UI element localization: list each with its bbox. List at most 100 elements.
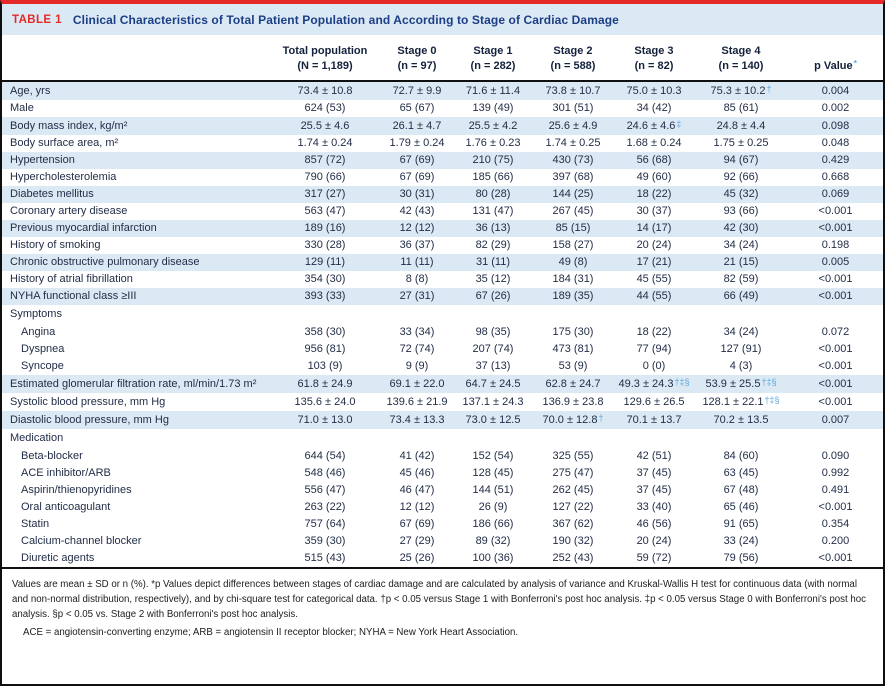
data-cell: 556 (47) — [304, 484, 346, 497]
data-cell: 62.8 ± 24.7 — [545, 377, 601, 390]
data-cell: 79 (56) — [723, 552, 759, 565]
column-header-n: (n = 588) — [550, 60, 596, 73]
data-cell — [614, 429, 694, 448]
data-cell: 0.992 — [821, 467, 850, 480]
data-cell: 0.072 — [821, 326, 850, 339]
data-cell: 624 (53) — [304, 102, 346, 115]
data-cell: 37 (45) — [636, 484, 672, 497]
data-cell: 67 (69) — [399, 171, 435, 184]
data-cell: 42 (43) — [399, 205, 435, 218]
data-cell: 34 (24) — [723, 239, 759, 252]
data-cell — [270, 429, 380, 448]
data-cell: 1.79 ± 0.24 — [389, 137, 445, 150]
data-cell: <0.001 — [818, 205, 853, 218]
column-header-stage-2: Stage 2 (n = 588) — [532, 35, 614, 82]
data-cell: 186 (66) — [472, 518, 514, 531]
data-cell: 67 (69) — [399, 518, 435, 531]
row-label: History of atrial fibrillation — [10, 273, 133, 286]
data-cell — [614, 305, 694, 324]
data-cell: 45 (32) — [723, 188, 759, 201]
table-footnotes: Values are mean ± SD or n (%). *p Values… — [2, 566, 883, 646]
row-label: Syncope — [21, 360, 64, 373]
data-cell: 45 (46) — [399, 467, 435, 480]
row-label: Medication — [10, 432, 64, 445]
data-cell: 354 (30) — [304, 273, 346, 286]
table-number-label: TABLE 1 — [12, 13, 62, 26]
data-cell: 53.9 ± 25.5†‡§ — [705, 377, 777, 391]
data-cell: 27 (31) — [399, 290, 435, 303]
data-cell: 137.1 ± 24.3 — [462, 395, 524, 408]
data-cell: 262 (45) — [552, 484, 594, 497]
data-cell: 75.0 ± 10.3 — [626, 84, 682, 97]
data-cell: 33 (40) — [636, 501, 672, 514]
table-row: Dyspnea 956 (81) 72 (74) 207 (74) 473 (81) 77… — [2, 341, 883, 358]
data-cell: 37 (13) — [475, 360, 511, 373]
data-cell: 12 (12) — [399, 501, 435, 514]
data-cell: <0.001 — [818, 290, 853, 303]
data-cell: 72 (74) — [399, 343, 435, 356]
column-header-label: Stage 4 — [721, 45, 761, 57]
data-cell: 27 (29) — [399, 535, 435, 548]
data-cell: 35 (12) — [475, 273, 511, 286]
data-cell: 34 (42) — [636, 102, 672, 115]
data-cell: 175 (30) — [552, 326, 594, 339]
data-cell: 98 (35) — [475, 326, 511, 339]
data-cell: 158 (27) — [552, 239, 594, 252]
data-cell: 0.005 — [821, 256, 850, 269]
row-label: Diabetes mellitus — [10, 188, 94, 201]
data-cell: 367 (62) — [552, 518, 594, 531]
data-cell — [788, 429, 883, 448]
data-cell: 301 (51) — [552, 102, 594, 115]
data-cell: 82 (59) — [723, 273, 759, 286]
data-cell: 359 (30) — [304, 535, 346, 548]
data-cell: 0.200 — [821, 535, 850, 548]
data-cell: 33 (34) — [399, 326, 435, 339]
data-cell: 49 (8) — [558, 256, 588, 269]
footnote-statistics: Values are mean ± SD or n (%). *p Values… — [12, 578, 866, 620]
data-cell: 128 (45) — [472, 467, 514, 480]
data-cell: 129 (11) — [304, 256, 346, 269]
data-cell: 67 (26) — [475, 290, 511, 303]
data-cell: <0.001 — [818, 377, 853, 390]
data-cell: 397 (68) — [552, 171, 594, 184]
data-cell: 26.1 ± 4.7 — [392, 119, 442, 132]
data-cell: 30 (31) — [399, 188, 435, 201]
column-header-label: Stage 3 — [634, 45, 674, 57]
row-label: Coronary artery disease — [10, 205, 128, 218]
data-cell: 128.1 ± 22.1†‡§ — [702, 395, 780, 409]
column-header-stage-4: Stage 4 (n = 140) — [694, 35, 788, 82]
table-row: Beta-blocker 644 (54) 41 (42) 152 (54) 325 (… — [2, 448, 883, 465]
data-cell: 20 (24) — [636, 239, 672, 252]
data-cell: 61.8 ± 24.9 — [297, 377, 353, 390]
data-cell: 80 (28) — [475, 188, 511, 201]
data-cell: 0.098 — [821, 119, 850, 132]
data-cell: 53 (9) — [558, 360, 588, 373]
table-body: Age, yrs 73.4 ± 10.8 72.7 ± 9.9 71.6 ± 11.4… — [2, 80, 883, 567]
data-cell: 18 (22) — [636, 326, 672, 339]
data-cell: <0.001 — [818, 273, 853, 286]
data-cell: 131 (47) — [472, 205, 514, 218]
data-cell: 56 (68) — [636, 154, 672, 167]
row-label: Beta-blocker — [21, 450, 83, 463]
table-row: History of smoking 330 (28) 36 (37) 82 (29)… — [2, 237, 883, 254]
column-header-label: p Value* — [814, 58, 857, 73]
data-cell: 66 (49) — [723, 290, 759, 303]
data-cell: 956 (81) — [304, 343, 346, 356]
data-cell: 37 (45) — [636, 467, 672, 480]
data-cell: 358 (30) — [304, 326, 346, 339]
row-label: Estimated glomerular filtration rate, ml… — [10, 377, 257, 390]
row-label: NYHA functional class ≥III — [10, 290, 137, 303]
data-cell: 73.4 ± 10.8 — [297, 84, 353, 97]
data-cell — [788, 305, 883, 324]
data-cell: 12 (12) — [399, 222, 435, 235]
data-cell: 136.9 ± 23.8 — [542, 395, 604, 408]
data-cell: 71.6 ± 11.4 — [465, 84, 521, 97]
table-row: Systolic blood pressure, mm Hg 135.6 ± 24… — [2, 393, 883, 411]
data-cell: 0.090 — [821, 450, 850, 463]
data-cell: 317 (27) — [304, 188, 346, 201]
footnote-marker: * — [853, 58, 857, 69]
data-cell: 73.0 ± 12.5 — [465, 413, 521, 426]
data-cell: <0.001 — [818, 395, 853, 408]
table-row: Body surface area, m² 1.74 ± 0.24 1.79 ± 0… — [2, 135, 883, 152]
data-cell: 4 (3) — [729, 360, 753, 373]
